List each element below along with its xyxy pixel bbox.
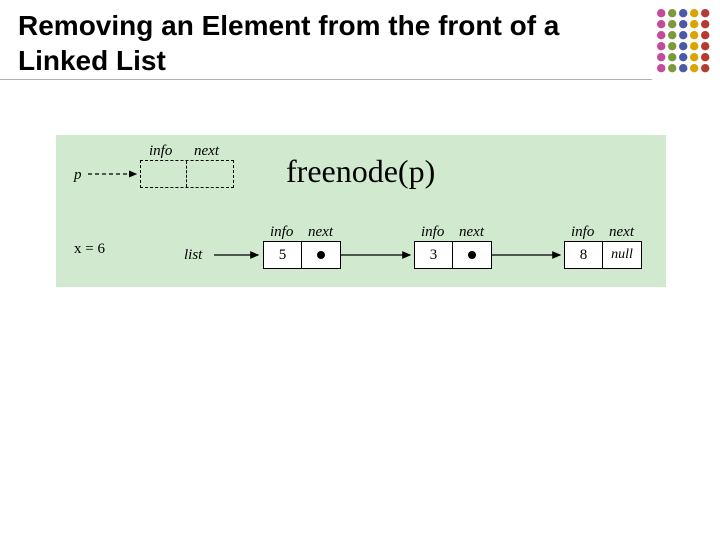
node-0-info: 5 <box>264 242 302 268</box>
node-1-info: 3 <box>415 242 453 268</box>
decor-dots <box>656 8 710 73</box>
header-divider <box>0 79 652 80</box>
node-2-info: 8 <box>565 242 603 268</box>
node-1-next <box>453 242 491 268</box>
pointer-dot-icon <box>468 251 476 259</box>
node-0: 5 <box>263 241 341 269</box>
node-1: 3 <box>414 241 492 269</box>
diagram-panel: info next p freenode(p) x = 6 list info … <box>56 135 666 287</box>
label-next-0: next <box>308 224 333 241</box>
node-2-next: null <box>603 242 641 268</box>
label-info-2: info <box>571 224 594 241</box>
list-arrow <box>56 135 676 295</box>
label-next-2: next <box>609 224 634 241</box>
label-info-0: info <box>270 224 293 241</box>
label-info-1: info <box>421 224 444 241</box>
pointer-dot-icon <box>317 251 325 259</box>
node-0-next <box>302 242 340 268</box>
null-text: null <box>611 247 633 263</box>
slide-title: Removing an Element from the front of a … <box>18 8 598 78</box>
label-next-1: next <box>459 224 484 241</box>
node-2: 8 null <box>564 241 642 269</box>
